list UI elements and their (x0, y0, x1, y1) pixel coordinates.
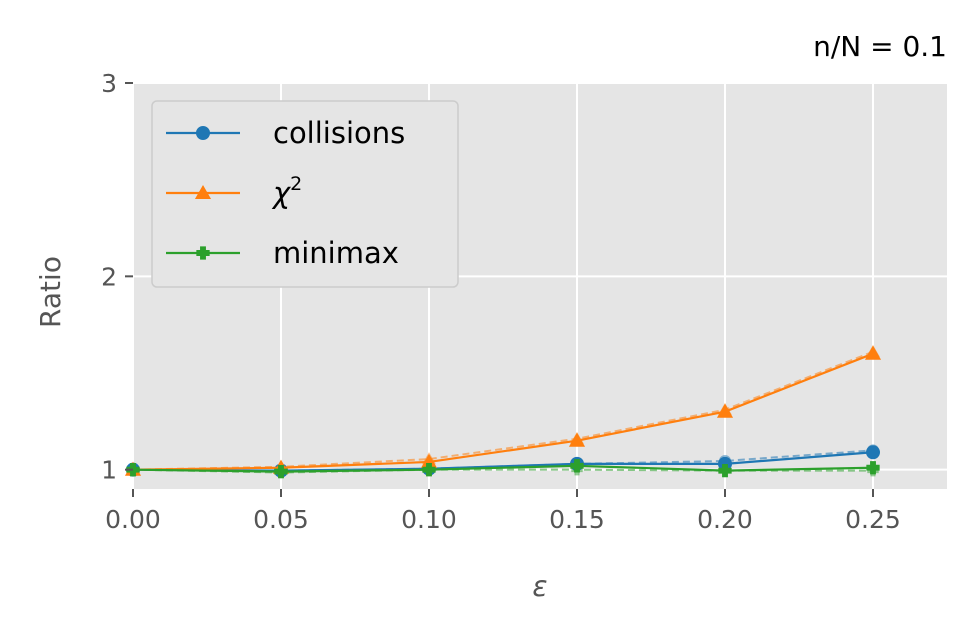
data-point (864, 345, 882, 360)
legend: collisions χ2 minimax (151, 100, 459, 288)
legend-label: minimax (273, 236, 399, 270)
data-point (568, 432, 586, 447)
x-tick-label: 0.05 (253, 505, 309, 534)
data-point (866, 445, 880, 460)
x-tick-label: 0.20 (697, 505, 753, 534)
legend-marker (196, 246, 210, 260)
y-tick-label: 2 (101, 262, 117, 291)
series-line (132, 464, 874, 473)
axes: 0.00 0.05 0.10 0.15 0.20 0.25 1 2 3 (101, 69, 901, 534)
data-point (274, 464, 288, 479)
x-tick-label: 0.15 (549, 505, 605, 534)
y-axis-label: Ratio (34, 256, 67, 328)
data-point (420, 453, 438, 468)
x-tick-label: 0.10 (401, 505, 457, 534)
x-tick-label: 0.00 (105, 505, 161, 534)
data-point (422, 463, 436, 477)
y-tick-label: 1 (101, 456, 117, 485)
legend-label: collisions (273, 116, 405, 150)
legend-box (151, 100, 459, 288)
legend-label: χ2 (271, 173, 302, 210)
y-tick-label: 3 (101, 69, 117, 98)
data-point (716, 403, 734, 418)
data-point (866, 461, 880, 475)
series-line (132, 352, 874, 471)
data-point (718, 456, 732, 471)
x-tick-label: 0.25 (845, 505, 901, 534)
data-point (570, 459, 584, 473)
x-axis-label: ε (532, 570, 547, 603)
chart-title: n/N = 0.1 (813, 30, 947, 63)
legend-marker (194, 184, 212, 200)
series (124, 345, 882, 479)
legend-marker (196, 126, 210, 140)
data-point (718, 463, 732, 478)
